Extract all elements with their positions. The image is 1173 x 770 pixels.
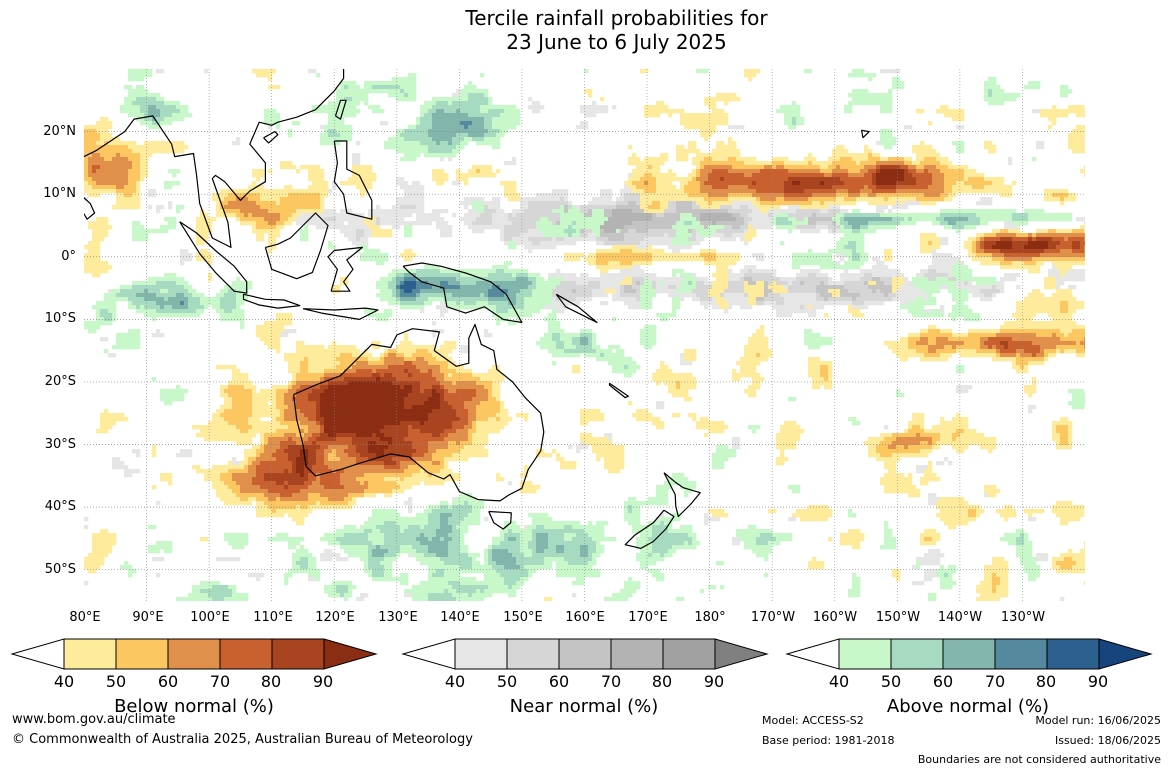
colorbar-above-tick: 40 xyxy=(828,672,850,691)
lon-label-130e: 130°E xyxy=(378,610,418,625)
lon-label-140w: 140°W xyxy=(937,610,983,625)
lon-label-110e: 110°E xyxy=(253,610,293,625)
colorbar-below-swatch xyxy=(167,638,221,670)
colorbar-near-title: Near normal (%) xyxy=(509,696,659,717)
colorbar-below-tick: 70 xyxy=(209,672,231,691)
lat-label-20s: 20°S xyxy=(44,374,76,389)
lon-label-180: 180° xyxy=(694,610,726,625)
colorbar-below-swatch xyxy=(219,638,273,670)
lat-label-10n: 10°N xyxy=(43,186,76,201)
colorbar-below xyxy=(10,638,378,670)
colorbar-near-swatch xyxy=(714,638,769,670)
java-coast xyxy=(242,293,301,309)
colorbar-above-swatch xyxy=(942,638,996,670)
lon-label-130w: 130°W xyxy=(1000,610,1046,625)
colorbar-near-swatch xyxy=(610,638,664,670)
lon-label-150e: 150°E xyxy=(503,610,543,625)
lon-label-100e: 100°E xyxy=(190,610,230,625)
colorbar-near-tick: 90 xyxy=(703,672,725,691)
colorbar-below-swatch xyxy=(10,638,65,670)
lon-label-160e: 160°E xyxy=(565,610,605,625)
lat-label-30s: 30°S xyxy=(44,437,76,452)
lon-label-170w: 170°W xyxy=(750,610,796,625)
colorbar-near-swatch xyxy=(506,638,560,670)
sulawesi-coast xyxy=(327,246,363,292)
colorbar-above-swatch xyxy=(1046,638,1100,670)
lat-label-20n: 20°N xyxy=(43,124,76,139)
colorbar-below-swatch xyxy=(271,638,325,670)
new-caledonia-coast xyxy=(608,382,629,399)
coastlines xyxy=(84,69,870,550)
colorbar-above-swatch xyxy=(785,638,840,670)
lesser-sunda-coast xyxy=(302,307,379,320)
colorbar-near-swatch xyxy=(401,638,456,670)
colorbar-above-tick: 70 xyxy=(984,672,1006,691)
lon-label-120e: 120°E xyxy=(315,610,355,625)
colorbar-near-swatch xyxy=(454,638,508,670)
colorbar-near-tick: 70 xyxy=(600,672,622,691)
colorbar-near xyxy=(401,638,769,670)
nz-north-coast xyxy=(663,472,701,518)
taiwan-coast xyxy=(334,99,347,120)
colorbar-below-swatch xyxy=(63,638,117,670)
philippines-coast xyxy=(333,140,373,220)
sumatra-coast xyxy=(179,221,248,294)
lon-label-140e: 140°E xyxy=(440,610,480,625)
colorbar-below-tick: 50 xyxy=(105,672,127,691)
mainland-asia-coast xyxy=(84,69,345,248)
borneo-coast xyxy=(264,212,329,280)
base-period: Base period: 1981-2018 xyxy=(762,734,895,747)
chart-title-line2: 23 June to 6 July 2025 xyxy=(506,30,727,54)
colorbar-below-tick: 60 xyxy=(157,672,179,691)
tasmania-coast xyxy=(488,510,512,530)
colorbar-near-tick: 40 xyxy=(444,672,466,691)
colorbar-above-swatch xyxy=(1098,638,1153,670)
graticule xyxy=(84,69,1085,601)
colorbar-below-title: Below normal (%) xyxy=(114,696,274,717)
lon-label-160w: 160°W xyxy=(812,610,858,625)
website-link[interactable]: www.bom.gov.au/climate xyxy=(12,712,176,727)
colorbar-near-swatch xyxy=(558,638,612,670)
lat-label-40s: 40°S xyxy=(44,499,76,514)
sri-lanka-coast xyxy=(84,197,96,220)
colorbar-near-tick: 80 xyxy=(651,672,673,691)
colorbar-near-tick: 50 xyxy=(496,672,518,691)
boundaries-disclaimer: Boundaries are not considered authoritat… xyxy=(917,753,1161,766)
colorbar-above xyxy=(785,638,1153,670)
colorbar-above-tick: 80 xyxy=(1035,672,1057,691)
lon-label-90e: 90°E xyxy=(132,610,164,625)
colorbar-below-swatch xyxy=(115,638,169,670)
colorbar-below-tick: 80 xyxy=(260,672,282,691)
colorbar-below-swatch xyxy=(323,638,378,670)
colorbar-above-swatch xyxy=(838,638,892,670)
australia-coast xyxy=(293,323,545,502)
lon-label-80e: 80°E xyxy=(69,610,101,625)
colorbar-above-swatch xyxy=(890,638,944,670)
new-guinea-coast xyxy=(402,262,523,324)
colorbar-above-tick: 90 xyxy=(1087,672,1109,691)
hainan-coast xyxy=(263,131,279,144)
solomons-coast xyxy=(555,293,598,324)
colorbar-below-tick: 40 xyxy=(53,672,75,691)
colorbar-above-tick: 50 xyxy=(880,672,902,691)
colorbar-above-swatch xyxy=(994,638,1048,670)
colorbar-below-tick: 90 xyxy=(312,672,334,691)
model-name: Model: ACCESS-S2 xyxy=(762,714,864,727)
hawaii-coast xyxy=(861,129,870,139)
lat-label-10s: 10°S xyxy=(44,311,76,326)
nz-south-coast xyxy=(624,509,675,550)
lat-label-0: 0° xyxy=(61,249,76,264)
colorbar-above-title: Above normal (%) xyxy=(886,696,1050,717)
colorbar-near-tick: 60 xyxy=(548,672,570,691)
lat-label-50s: 50°S xyxy=(44,562,76,577)
lon-label-170e: 170°E xyxy=(628,610,668,625)
copyright-text: © Commonwealth of Australia 2025, Austra… xyxy=(12,732,473,747)
chart-title-line1: Tercile rainfall probabilities for xyxy=(465,6,768,30)
issued-date: Issued: 18/06/2025 xyxy=(1054,734,1161,747)
colorbar-near-swatch xyxy=(662,638,716,670)
colorbar-above-tick: 60 xyxy=(932,672,954,691)
lon-label-150w: 150°W xyxy=(875,610,921,625)
model-run-date: Model run: 16/06/2025 xyxy=(1035,714,1161,727)
